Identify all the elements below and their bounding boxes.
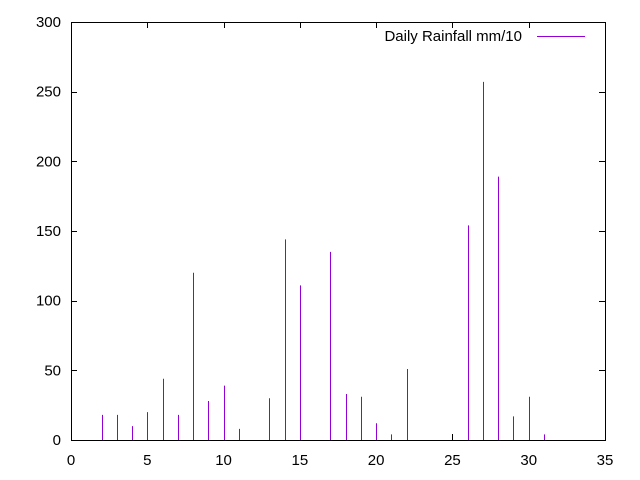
x-tick-label: 5 [143,452,151,469]
bar-series [102,81,545,440]
y-axis: 0 50 100 150 200 250 300 [36,14,605,449]
y-tick-label: 50 [44,362,61,379]
y-tick-label: 300 [36,14,61,31]
y-tick-label: 100 [36,293,61,310]
x-tick-label: 20 [368,452,385,469]
y-tick-label: 200 [36,153,61,170]
x-tick-label: 0 [67,452,75,469]
x-tick-label: 15 [292,452,309,469]
x-tick-label: 25 [444,452,461,469]
x-axis: 0 5 10 15 20 25 30 35 [67,22,614,469]
x-tick-label: 30 [520,452,537,469]
plot-frame [71,22,606,441]
y-tick-label: 250 [36,84,61,101]
y-tick-label: 150 [36,223,61,240]
x-tick-label: 10 [215,452,232,469]
legend: Daily Rainfall mm/10 [384,28,585,45]
x-tick-label: 35 [597,452,614,469]
legend-label: Daily Rainfall mm/10 [384,28,522,45]
y-tick-label: 0 [53,432,61,449]
